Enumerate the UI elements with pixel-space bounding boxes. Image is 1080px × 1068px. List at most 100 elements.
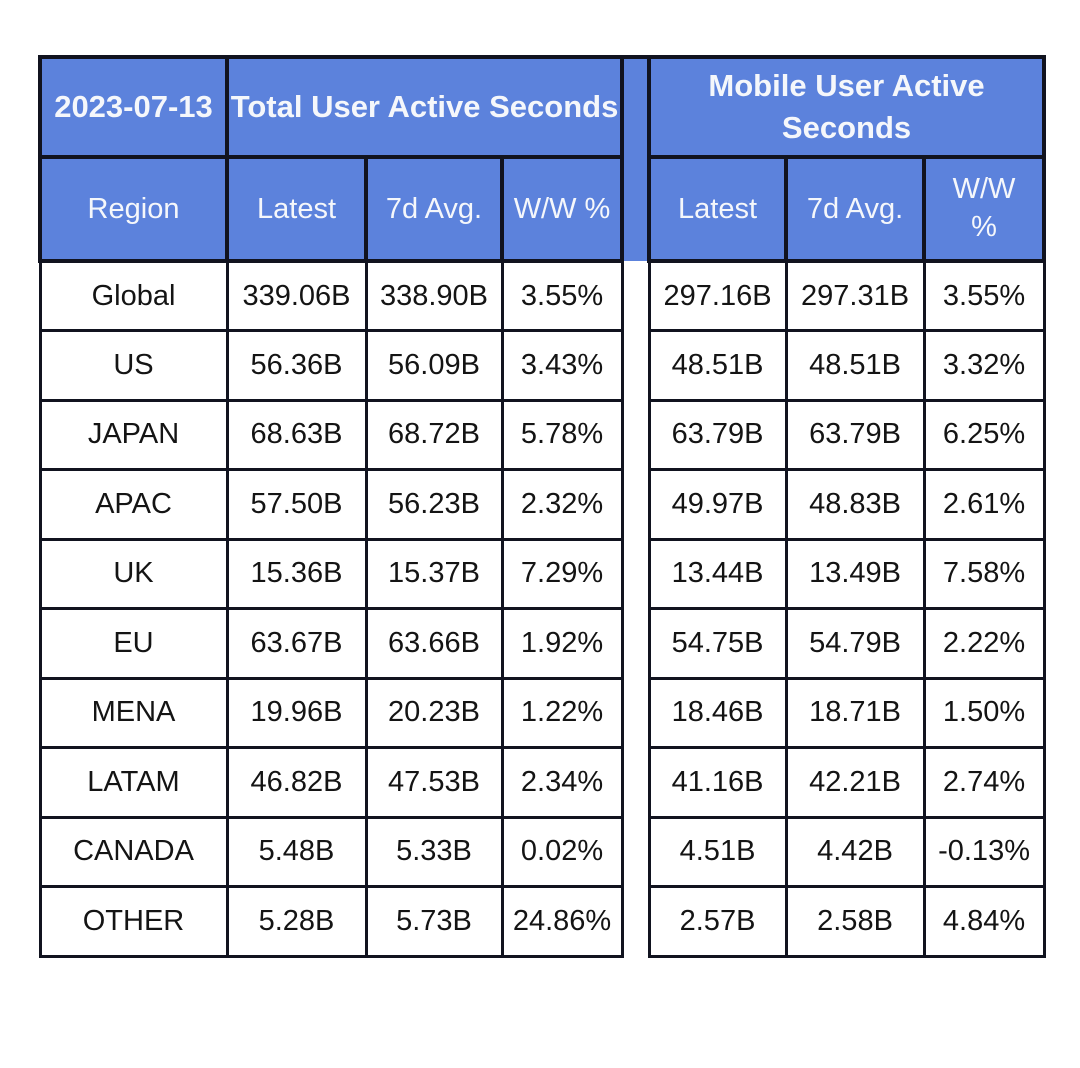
mobile-ww-cell: -0.13%	[922, 815, 1046, 888]
mobile-latest-cell: 63.79B	[647, 398, 788, 471]
mobile-ww-cell: 1.50%	[922, 676, 1046, 749]
table-row-latam: LATAM 46.82B 47.53B 2.34% 41.16B 42.21B …	[38, 746, 1046, 819]
total-7d-avg-cell: 20.23B	[364, 676, 504, 749]
total-latest-cell: 46.82B	[225, 746, 368, 819]
total-latest-cell: 56.36B	[225, 329, 368, 402]
region-cell: EU	[38, 607, 229, 680]
total-7d-avg-cell: 47.53B	[364, 746, 504, 819]
mobile-latest-cell: 4.51B	[647, 815, 788, 888]
table-row-other: OTHER 5.28B 5.73B 24.86% 2.57B 2.58B 4.8…	[38, 885, 1046, 958]
total-latest-cell: 339.06B	[225, 259, 368, 332]
total-ww-cell: 2.32%	[500, 468, 624, 541]
mobile-latest-cell: 41.16B	[647, 746, 788, 819]
mobile-ww-cell: 2.22%	[922, 607, 1046, 680]
group-spacer	[620, 469, 651, 539]
group-spacer	[620, 747, 651, 817]
table-row-mena: MENA 19.96B 20.23B 1.22% 18.46B 18.71B 1…	[38, 676, 1046, 749]
total-ww-cell: 24.86%	[500, 885, 624, 958]
mobile-latest-cell: 49.97B	[647, 468, 788, 541]
total-latest-cell: 5.48B	[225, 815, 368, 888]
region-cell: US	[38, 329, 229, 402]
total-7d-avg-cell: 5.73B	[364, 885, 504, 958]
total-7d-avg-cell: 338.90B	[364, 259, 504, 332]
region-cell: UK	[38, 537, 229, 610]
total-ww-cell: 5.78%	[500, 398, 624, 471]
group-header-row: 2023-07-13 Total User Active Seconds Mob…	[38, 55, 1047, 261]
total-7d-avg-cell: 68.72B	[364, 398, 504, 471]
total-ww-cell: 3.55%	[500, 259, 624, 332]
total-ww-cell: 1.22%	[500, 676, 624, 749]
mobile-7d-avg-cell: 2.58B	[784, 885, 926, 958]
region-cell: APAC	[38, 468, 229, 541]
region-cell: Global	[38, 259, 229, 332]
table-row-japan: JAPAN 68.63B 68.72B 5.78% 63.79B 63.79B …	[38, 398, 1046, 471]
total-7d-avg-cell: 15.37B	[364, 537, 504, 610]
column-header-row: Region Latest 7d Avg. W/W % Latest 7d Av…	[38, 155, 1047, 263]
report-date: 2023-07-13	[38, 55, 229, 159]
mobile-7d-avg-cell: 48.83B	[784, 468, 926, 541]
total-7d-avg-cell: 56.09B	[364, 329, 504, 402]
column-header-total-7d-avg: 7d Avg.	[364, 155, 504, 263]
total-latest-cell: 68.63B	[225, 398, 368, 471]
column-header-total-ww: W/W %	[499, 155, 625, 263]
total-ww-cell: 1.92%	[500, 607, 624, 680]
mobile-latest-cell: 2.57B	[647, 885, 788, 958]
total-latest-cell: 19.96B	[225, 676, 368, 749]
group-spacer	[620, 539, 651, 609]
total-ww-cell: 2.34%	[500, 746, 624, 819]
total-latest-cell: 57.50B	[225, 468, 368, 541]
mobile-latest-cell: 297.16B	[647, 259, 788, 332]
table-row-apac: APAC 57.50B 56.23B 2.32% 49.97B 48.83B 2…	[38, 468, 1046, 541]
table-row-us: US 56.36B 56.09B 3.43% 48.51B 48.51B 3.3…	[38, 329, 1046, 402]
column-header-region: Region	[38, 155, 229, 263]
group-spacer	[620, 817, 651, 887]
total-7d-avg-cell: 5.33B	[364, 815, 504, 888]
total-latest-cell: 15.36B	[225, 537, 368, 610]
total-ww-cell: 7.29%	[500, 537, 624, 610]
mobile-latest-cell: 54.75B	[647, 607, 788, 680]
mobile-7d-avg-cell: 54.79B	[784, 607, 926, 680]
group-spacer	[620, 400, 651, 470]
mobile-7d-avg-cell: 13.49B	[784, 537, 926, 610]
mobile-latest-cell: 48.51B	[647, 329, 788, 402]
mobile-latest-cell: 18.46B	[647, 676, 788, 749]
mobile-7d-avg-cell: 63.79B	[784, 398, 926, 471]
mobile-7d-avg-cell: 18.71B	[784, 676, 926, 749]
mobile-ww-cell: 4.84%	[922, 885, 1046, 958]
mobile-ww-cell: 2.61%	[922, 468, 1046, 541]
mobile-ww-cell: 3.55%	[922, 259, 1046, 332]
group-header-mobile: Mobile User Active Seconds	[647, 55, 1047, 159]
total-ww-cell: 3.43%	[500, 329, 624, 402]
column-header-mobile-ww-label: W/W %	[952, 173, 1016, 243]
group-spacer	[620, 330, 651, 400]
group-spacer	[620, 608, 651, 678]
region-cell: JAPAN	[38, 398, 229, 471]
mobile-ww-cell: 2.74%	[922, 746, 1046, 819]
table-row-eu: EU 63.67B 63.66B 1.92% 54.75B 54.79B 2.2…	[38, 607, 1046, 680]
group-header-total: Total User Active Seconds	[224, 55, 625, 159]
region-cell: LATAM	[38, 746, 229, 819]
mobile-7d-avg-cell: 297.31B	[784, 259, 926, 332]
total-ww-cell: 0.02%	[500, 815, 624, 888]
column-header-mobile-latest: Latest	[647, 155, 789, 263]
column-header-mobile-7d-avg: 7d Avg.	[784, 155, 927, 263]
mobile-ww-cell: 3.32%	[922, 329, 1046, 402]
total-7d-avg-cell: 63.66B	[364, 607, 504, 680]
user-active-seconds-table: 2023-07-13 Total User Active Seconds Mob…	[38, 55, 1047, 958]
table-row-global: Global 339.06B 338.90B 3.55% 297.16B 297…	[38, 259, 1046, 332]
column-header-mobile-ww: W/W %	[922, 155, 1047, 263]
total-latest-cell: 63.67B	[225, 607, 368, 680]
table-row-canada: CANADA 5.48B 5.33B 0.02% 4.51B 4.42B -0.…	[38, 815, 1046, 888]
mobile-7d-avg-cell: 4.42B	[784, 815, 926, 888]
group-spacer-header	[620, 55, 652, 261]
group-spacer	[620, 261, 651, 331]
total-7d-avg-cell: 56.23B	[364, 468, 504, 541]
column-header-total-latest: Latest	[225, 155, 368, 263]
region-cell: OTHER	[38, 885, 229, 958]
mobile-ww-cell: 7.58%	[922, 537, 1046, 610]
mobile-ww-cell: 6.25%	[922, 398, 1046, 471]
region-cell: CANADA	[38, 815, 229, 888]
region-cell: MENA	[38, 676, 229, 749]
group-spacer	[620, 886, 651, 956]
mobile-7d-avg-cell: 48.51B	[784, 329, 926, 402]
